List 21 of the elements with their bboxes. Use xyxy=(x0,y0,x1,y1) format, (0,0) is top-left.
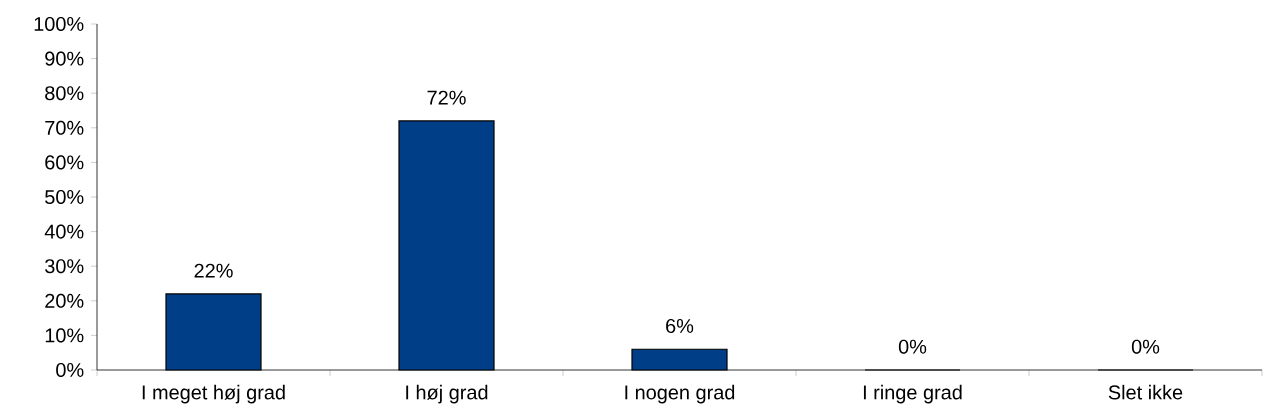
y-tick-label: 0% xyxy=(56,362,84,378)
data-label: 0% xyxy=(898,339,927,354)
y-tick-label: 20% xyxy=(45,293,84,308)
data-label: 6% xyxy=(666,318,694,334)
y-tick-label: 50% xyxy=(45,189,84,205)
x-tick-label: I nogen grad xyxy=(625,384,735,404)
y-tick-label: 90% xyxy=(45,51,84,66)
y-tick-label: 60% xyxy=(45,155,84,170)
y-tick-label: 70% xyxy=(45,120,84,135)
data-label: 0% xyxy=(1131,339,1160,354)
x-tick-label: I høj grad xyxy=(406,384,488,404)
x-tick-label: I meget høj grad xyxy=(142,384,285,404)
x-tick-label: I ringe grad xyxy=(863,384,962,404)
x-tick-label: Slet ikke xyxy=(1108,384,1183,400)
y-tick-label: 100% xyxy=(34,16,84,32)
y-tick-label: 40% xyxy=(44,224,84,239)
data-label: 22% xyxy=(194,263,233,278)
y-tick-label: 30% xyxy=(45,259,84,274)
y-tick-label: 80% xyxy=(45,86,84,101)
data-label: 72% xyxy=(427,90,466,105)
y-tick-label: 10% xyxy=(45,328,84,343)
